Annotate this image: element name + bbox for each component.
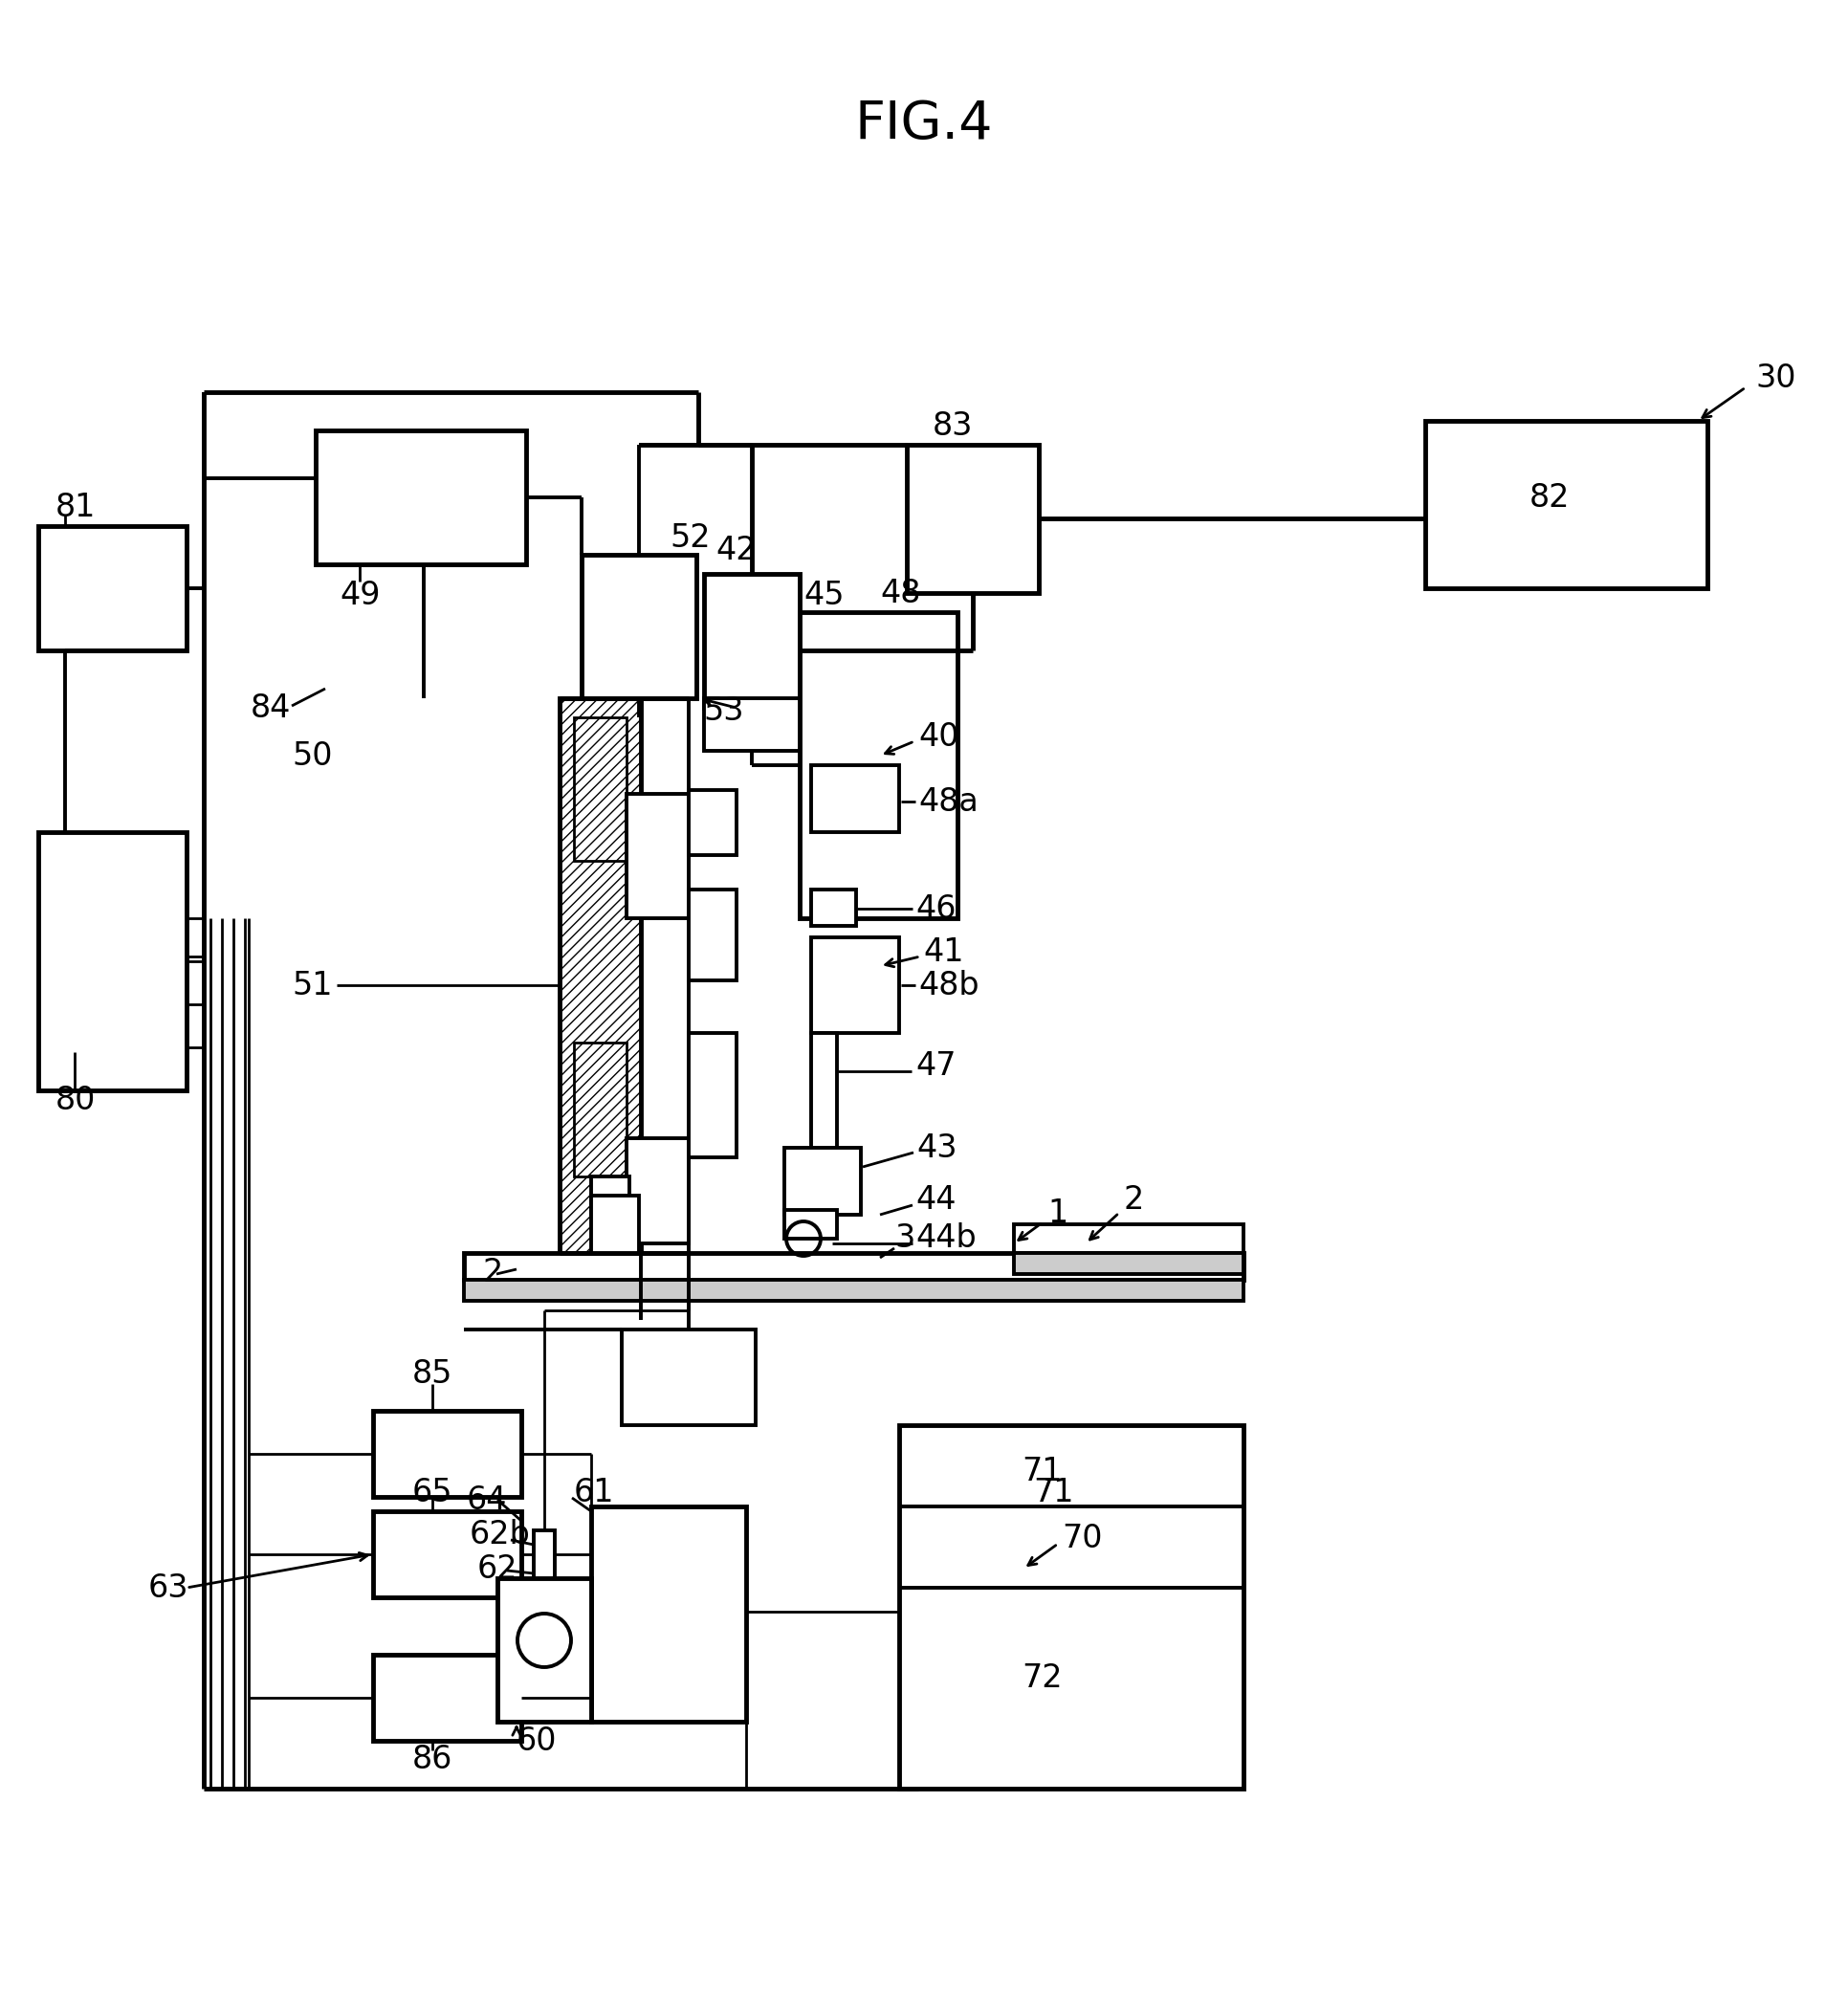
Text: 42: 42 — [715, 534, 756, 566]
Text: 71: 71 — [1033, 1476, 1074, 1508]
Text: 2: 2 — [1124, 1184, 1144, 1216]
Text: 41: 41 — [922, 936, 963, 968]
Bar — [373, 1410, 521, 1496]
Bar — [591, 1176, 628, 1214]
Text: 48a: 48a — [918, 786, 978, 818]
Text: 48b: 48b — [918, 970, 979, 1000]
Text: 40: 40 — [918, 720, 959, 752]
Text: 60: 60 — [516, 1726, 556, 1756]
Text: 47: 47 — [915, 1050, 955, 1082]
Text: 70: 70 — [1061, 1522, 1101, 1554]
Bar — [591, 1506, 747, 1722]
Bar — [906, 444, 1039, 594]
Bar — [464, 1280, 1244, 1300]
Bar — [704, 698, 798, 750]
Bar — [811, 1032, 837, 1148]
Text: 63: 63 — [148, 1572, 188, 1604]
Text: 30: 30 — [1754, 362, 1794, 394]
Bar — [811, 766, 898, 832]
Bar — [687, 790, 736, 856]
Text: 48: 48 — [880, 578, 920, 608]
Text: 85: 85 — [412, 1358, 453, 1390]
Bar — [464, 1252, 1244, 1280]
Text: 3: 3 — [894, 1222, 915, 1254]
Text: 53: 53 — [702, 694, 743, 726]
Bar — [687, 1032, 736, 1158]
Bar — [784, 1148, 861, 1214]
Bar — [373, 1512, 521, 1598]
Bar — [784, 1210, 837, 1238]
Text: 64: 64 — [466, 1484, 506, 1516]
Text: 72: 72 — [1022, 1662, 1063, 1694]
Text: 46: 46 — [915, 892, 955, 924]
Bar — [687, 890, 736, 980]
Text: FIG.4: FIG.4 — [854, 98, 992, 150]
Text: 84: 84 — [251, 692, 290, 724]
Text: 45: 45 — [804, 580, 845, 610]
Bar — [704, 574, 798, 708]
Text: 52: 52 — [669, 522, 710, 554]
Text: 62b: 62b — [469, 1520, 530, 1550]
Text: 62: 62 — [477, 1552, 517, 1584]
Bar — [534, 1530, 554, 1578]
Bar — [582, 554, 697, 698]
Text: 82: 82 — [1528, 482, 1569, 514]
Text: 1: 1 — [1046, 1198, 1066, 1228]
Text: 61: 61 — [573, 1476, 614, 1508]
Bar — [1013, 1224, 1244, 1252]
Bar — [39, 526, 187, 650]
Bar — [573, 718, 626, 860]
Bar — [798, 612, 957, 918]
Text: 71: 71 — [1022, 1456, 1063, 1486]
Bar — [626, 794, 687, 918]
Text: 83: 83 — [931, 410, 972, 442]
Bar — [811, 890, 856, 926]
Text: 43: 43 — [917, 1132, 957, 1164]
Text: 44: 44 — [915, 1184, 955, 1216]
Text: 50: 50 — [292, 740, 333, 772]
Bar — [560, 698, 641, 1252]
Bar — [1425, 420, 1706, 588]
Text: 65: 65 — [412, 1476, 453, 1508]
Bar — [373, 1654, 521, 1740]
Text: 2: 2 — [482, 1256, 503, 1288]
Bar — [1013, 1252, 1244, 1274]
Bar — [811, 938, 898, 1032]
Bar — [591, 1196, 639, 1252]
Bar — [898, 1426, 1244, 1788]
Bar — [626, 1138, 687, 1244]
Text: 86: 86 — [412, 1744, 453, 1776]
Text: 49: 49 — [340, 580, 381, 610]
Bar — [316, 430, 527, 564]
Bar — [39, 832, 187, 1090]
Bar — [497, 1578, 591, 1722]
Bar — [573, 1042, 626, 1176]
Bar — [621, 1330, 756, 1426]
Text: 51: 51 — [292, 970, 333, 1000]
Text: 44b: 44b — [915, 1222, 976, 1254]
Text: 80: 80 — [55, 1084, 96, 1116]
Text: 81: 81 — [55, 492, 96, 522]
